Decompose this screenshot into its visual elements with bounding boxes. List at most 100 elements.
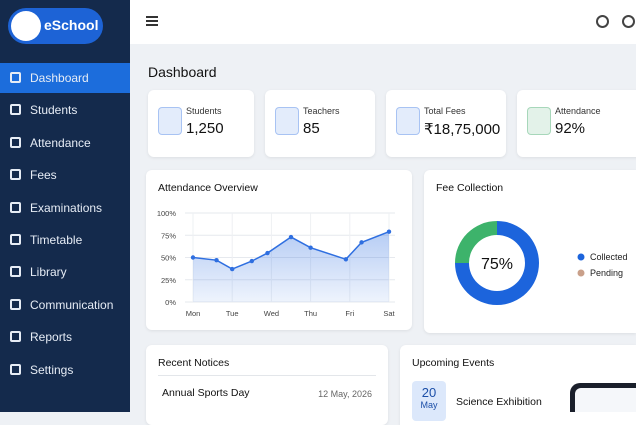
nav-label: Students: [30, 103, 78, 118]
nav-icon: [10, 266, 21, 278]
card-title: Attendance Overview: [158, 182, 258, 194]
nav-item[interactable]: Examinations: [0, 193, 130, 223]
x-tick-label: Wed: [264, 309, 279, 318]
stat-label: Students: [186, 106, 222, 116]
nav-label: Timetable: [30, 233, 83, 247]
nav-icon: [10, 136, 21, 148]
nav-item[interactable]: Attendance: [0, 128, 130, 158]
nav-icon: [10, 298, 21, 310]
stat-value: ₹18,75,000: [424, 121, 501, 138]
event-date: 20 May: [412, 381, 446, 421]
logo-emblem: [11, 11, 41, 41]
stat-value: 1,250: [186, 120, 224, 137]
donut-chart: Collected Pending 75%: [455, 221, 628, 305]
attendance-card: Attendance Overview 0% 25% 50% 75% 100% Mon Tu…: [146, 170, 412, 330]
logo[interactable]: eSchool: [8, 8, 103, 44]
stat-icon: [396, 107, 420, 135]
nav-item[interactable]: Reports: [0, 322, 130, 352]
x-tick-label: Tue: [226, 309, 239, 318]
top-bar: [130, 0, 636, 44]
legend-label: Pending: [590, 268, 623, 278]
point: [230, 266, 235, 272]
stat-card: Attendance 92%: [517, 90, 636, 157]
stat-card: Students 1,250: [148, 90, 254, 157]
nav-item[interactable]: Students: [0, 95, 130, 125]
x-tick-label: Thu: [304, 309, 317, 318]
stat-card: Teachers 85: [265, 90, 375, 157]
notices-card: Recent Notices Annual Sports Day 12 May,…: [146, 345, 388, 425]
y-tick-label: 50%: [161, 254, 176, 263]
stat-label: Attendance: [555, 106, 601, 116]
nav-icon: [10, 201, 21, 213]
stat-icon: [158, 107, 182, 135]
nav-label: Attendance: [30, 135, 91, 150]
point: [190, 255, 196, 260]
nav-icon: [10, 169, 21, 181]
nav-label: Reports: [30, 330, 73, 345]
phone-screen: [575, 388, 636, 412]
y-tick-label: 0%: [165, 298, 176, 307]
x-tick-label: Fri: [345, 309, 354, 318]
stat-label: Teachers: [303, 106, 340, 116]
point: [359, 240, 364, 245]
y-tick-label: 75%: [161, 231, 176, 240]
y-tick-label: 25%: [161, 276, 176, 285]
line-chart: 0% 25% 50% 75% 100% Mon Tue Wed Thu Fri Sat: [157, 209, 396, 318]
point: [265, 250, 270, 256]
stat-icon: [527, 107, 551, 135]
notification-button[interactable]: [596, 15, 609, 28]
nav-label: Fees: [30, 168, 57, 183]
nav-label: Communication: [30, 297, 114, 312]
nav-item[interactable]: Dashboard: [0, 63, 130, 93]
sidebar: eSchool Dashboard Students Attendance Fees E…: [0, 0, 130, 412]
page-title: Dashboard: [148, 64, 217, 80]
legend-label: Collected: [590, 252, 628, 262]
point: [214, 257, 219, 263]
card-title: Recent Notices: [158, 357, 230, 369]
event-title[interactable]: Science Exhibition: [456, 396, 542, 408]
nav-icon: [10, 363, 21, 375]
point: [386, 229, 392, 234]
fee-card: Fee Collection Collected Pending 75%: [424, 170, 636, 333]
nav-label: Settings: [30, 362, 74, 377]
center-label: 75%: [481, 256, 513, 273]
stat-label: Total Fees: [424, 106, 466, 116]
x-tick-label: Mon: [186, 309, 201, 318]
area: [193, 231, 389, 302]
stat-value: 92%: [555, 120, 586, 137]
point: [249, 258, 254, 264]
nav-icon: [10, 331, 21, 343]
donut-segment: [455, 221, 497, 263]
card-title: Fee Collection: [436, 182, 504, 194]
legend-dot: [577, 269, 585, 277]
notice-date: 12 May, 2026: [318, 389, 372, 399]
menu-button[interactable]: [146, 20, 158, 22]
nav-label: Examinations: [30, 200, 103, 215]
y-tick-label: 100%: [157, 209, 177, 218]
point: [343, 257, 349, 262]
nav-icon: [10, 234, 21, 245]
legend-dot: [577, 253, 585, 261]
nav-label: Library: [30, 265, 67, 280]
point: [288, 234, 294, 240]
stat-card: Total Fees ₹18,75,000: [386, 90, 506, 157]
nav-icon: [10, 72, 21, 83]
x-tick-label: Sat: [383, 309, 395, 318]
logo-text: eSchool: [44, 17, 99, 33]
nav-item[interactable]: Communication: [0, 290, 130, 320]
nav-item[interactable]: Timetable: [0, 225, 130, 255]
profile-button[interactable]: [622, 15, 635, 28]
phone-mockup: [570, 383, 636, 412]
notice-title[interactable]: Annual Sports Day: [162, 387, 250, 399]
stat-value: 85: [303, 120, 320, 137]
nav-item[interactable]: Library: [0, 257, 130, 287]
divider: [158, 375, 376, 376]
event-month: May: [420, 400, 438, 410]
nav-icon: [10, 104, 21, 116]
nav-label: Dashboard: [30, 71, 89, 85]
nav-item[interactable]: Settings: [0, 355, 130, 385]
nav-item[interactable]: Fees: [0, 160, 130, 190]
line: [192, 230, 390, 270]
point: [308, 245, 313, 250]
